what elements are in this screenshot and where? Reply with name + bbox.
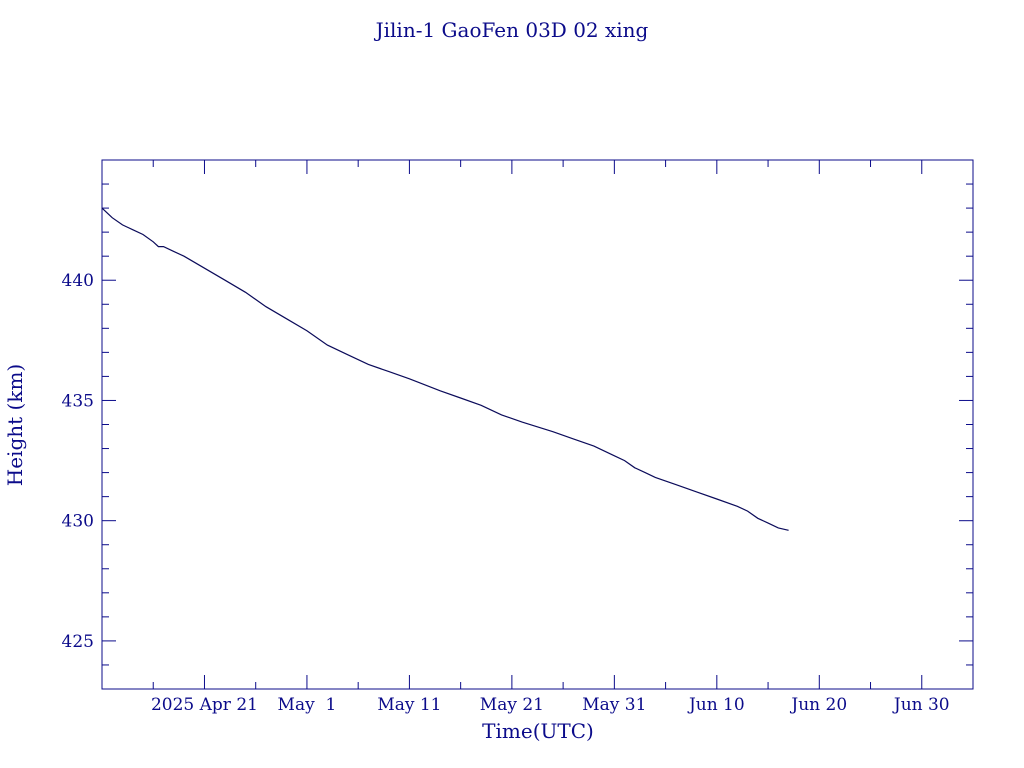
x-tick-label: Jun 20 xyxy=(789,695,847,715)
x-tick-label: Jun 10 xyxy=(687,695,745,715)
x-axis-label: Time(UTC) xyxy=(482,719,594,743)
x-axis-ticks: 2025 Apr 21 May 1 May 11 May 21 May 31 Jun 10… xyxy=(151,160,974,715)
x-tick-label: May 11 xyxy=(377,695,441,715)
series-group xyxy=(101,207,789,531)
y-axis-label: Height (km) xyxy=(3,364,27,486)
y-axis-ticks: 425 430 435 440 xyxy=(62,183,973,666)
y-tick-label: 430 xyxy=(62,512,94,532)
x-tick-label: May 31 xyxy=(582,695,646,715)
x-tick-label: Jun 30 xyxy=(892,695,950,715)
plot-frame xyxy=(101,159,974,690)
y-tick-label: 425 xyxy=(62,632,94,652)
x-tick-label: May 21 xyxy=(480,695,544,715)
chart-title: Jilin-1 GaoFen 03D 02 xing xyxy=(374,18,649,42)
height-series-line xyxy=(101,207,789,531)
x-tick-label: May 1 xyxy=(278,695,337,715)
y-tick-label: 440 xyxy=(62,271,94,291)
y-tick-label: 435 xyxy=(62,391,94,411)
x-tick-label: 2025 Apr 21 xyxy=(151,695,258,715)
